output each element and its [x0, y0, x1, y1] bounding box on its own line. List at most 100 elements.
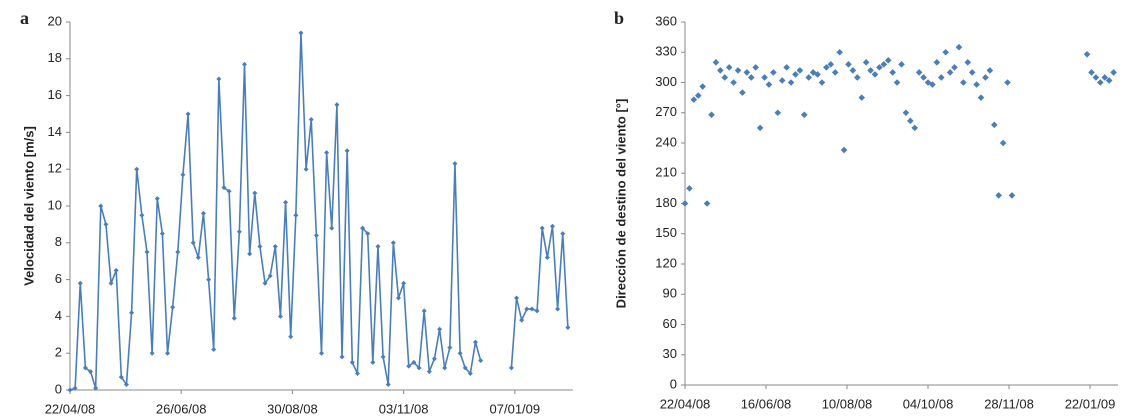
point [747, 74, 755, 81]
point [990, 121, 998, 129]
y-tick-label: 12 [48, 161, 62, 176]
point [231, 315, 237, 321]
point [1004, 79, 1011, 86]
point [694, 92, 702, 99]
point [752, 64, 759, 71]
point [123, 381, 129, 387]
point [298, 30, 304, 36]
point [344, 148, 350, 154]
point [221, 185, 227, 191]
point [549, 223, 555, 229]
point [431, 356, 437, 362]
point [354, 370, 360, 376]
point [385, 381, 391, 387]
y-tick-label: 300 [655, 74, 677, 89]
x-tick-label: 26/06/08 [156, 401, 207, 416]
point [814, 71, 821, 78]
point [862, 59, 870, 66]
y-tick-label: 210 [655, 165, 677, 180]
point [999, 139, 1007, 147]
point [529, 306, 535, 312]
point [262, 280, 268, 286]
point [165, 350, 171, 356]
y-axis-label: Velocidad del viento [m/s] [21, 126, 36, 286]
x-tick-label: 04/10/08 [903, 396, 954, 411]
point [1105, 77, 1113, 84]
point [139, 212, 145, 218]
point [703, 200, 711, 207]
point [708, 111, 715, 119]
point [134, 166, 140, 172]
point [907, 117, 914, 125]
point [421, 308, 427, 314]
point [452, 161, 458, 167]
point [159, 231, 165, 237]
point [370, 359, 376, 365]
x-tick-label: 22/01/09 [1065, 396, 1116, 411]
point [982, 74, 989, 81]
y-tick-label: 240 [655, 134, 677, 149]
point [681, 200, 689, 207]
panel-label: b [614, 8, 624, 28]
point [416, 365, 422, 371]
point [349, 359, 355, 365]
point [1092, 74, 1100, 81]
point [699, 83, 706, 90]
point [247, 251, 253, 257]
point [303, 166, 309, 172]
point [1088, 69, 1095, 76]
y-tick-label: 360 [655, 13, 677, 28]
point [426, 369, 432, 375]
panel-label: a [20, 8, 29, 28]
point [195, 255, 201, 261]
y-tick-label: 180 [655, 195, 677, 210]
point [774, 109, 782, 117]
y-tick-label: 90 [663, 286, 677, 301]
point [288, 334, 294, 340]
point [977, 94, 985, 101]
point [67, 387, 73, 393]
point [915, 69, 923, 76]
point [796, 67, 804, 74]
point [1083, 50, 1091, 58]
point [175, 249, 181, 255]
point [902, 109, 910, 117]
point [185, 111, 191, 117]
point [968, 69, 976, 76]
point [98, 203, 104, 209]
point [555, 306, 561, 312]
point [539, 225, 545, 231]
point [690, 96, 698, 103]
point [805, 74, 813, 81]
point [267, 273, 273, 279]
point [472, 339, 478, 345]
point [313, 232, 319, 238]
point [761, 74, 768, 81]
point [395, 295, 401, 301]
point [200, 210, 206, 216]
x-tick-label: 28/11/08 [984, 396, 1034, 411]
y-axis-label: Dirección de destino del viento [°] [613, 99, 628, 309]
point [72, 385, 78, 391]
point [447, 345, 453, 351]
point [937, 74, 945, 81]
point [113, 267, 119, 273]
point [929, 81, 936, 88]
point [1097, 79, 1104, 86]
point [272, 243, 278, 249]
y-tick-label: 150 [655, 225, 677, 240]
point [854, 74, 861, 81]
point [836, 48, 843, 56]
point [544, 255, 550, 261]
point [756, 124, 764, 132]
point [876, 64, 883, 71]
y-tick-label: 14 [48, 124, 62, 139]
point [293, 212, 299, 218]
point [406, 363, 412, 369]
point [319, 350, 324, 356]
point [739, 89, 746, 96]
point [375, 243, 381, 249]
point [840, 146, 848, 154]
y-tick-label: 16 [48, 87, 62, 102]
